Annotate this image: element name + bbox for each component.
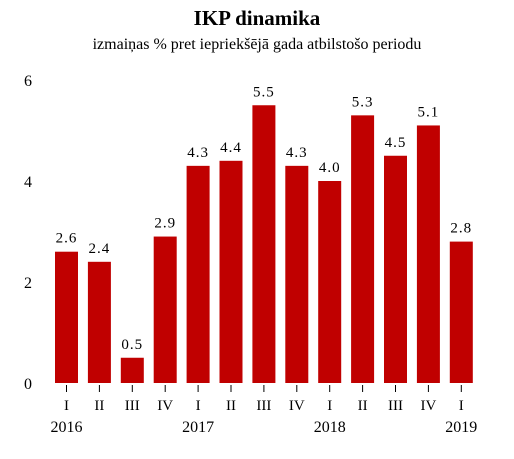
y-tick-label: 4 [24,174,32,191]
bar [351,115,375,383]
data-label: 5.1 [418,104,440,120]
data-label: 4.4 [220,140,242,156]
x-tick-label: IV [289,398,305,414]
data-label: 0.5 [121,337,143,353]
year-label: 2016 [51,419,83,436]
chart-subtitle: izmaiņas % pret iepriekšējā gada atbilst… [92,36,422,53]
bar [219,160,243,383]
bar [449,241,473,383]
bar [285,165,309,383]
bar [55,251,78,383]
data-label: 4.0 [319,160,341,176]
bar [318,181,342,383]
x-tick-label: IV [157,398,173,414]
x-tick-label: I [64,398,69,414]
chart-title: IKP dinamika [193,6,321,30]
year-label: 2017 [182,419,214,436]
bar [120,357,144,383]
year-label: 2018 [314,419,346,436]
x-tick-label: I [459,398,464,414]
x-tick-label: II [226,398,236,414]
data-label: 2.9 [154,216,176,232]
data-label: 2.8 [450,221,472,237]
year-label: 2019 [445,419,477,436]
x-tick-label: II [94,398,104,414]
x-tick-label: III [388,398,403,414]
bar [384,155,407,383]
x-tick-label: II [358,398,368,414]
x-tick-label: III [125,398,140,414]
y-tick-label: 2 [24,275,32,292]
y-tick-label: 6 [24,73,32,90]
data-label: 4.5 [385,135,407,151]
bar [416,125,440,383]
x-tick-label: IV [420,398,436,414]
data-label: 5.3 [352,94,374,110]
data-label: 2.4 [89,241,111,257]
bar [87,261,111,383]
y-tick-label: 0 [24,376,32,393]
data-label: 5.5 [253,84,275,100]
bar [252,105,276,383]
x-tick-label: I [327,398,332,414]
x-tick-label: III [256,398,271,414]
x-tick-label: I [196,398,201,414]
bar [153,236,177,383]
data-label: 4.3 [286,145,308,161]
data-label: 2.6 [56,231,78,247]
data-label: 4.3 [187,145,209,161]
bar [186,165,210,383]
